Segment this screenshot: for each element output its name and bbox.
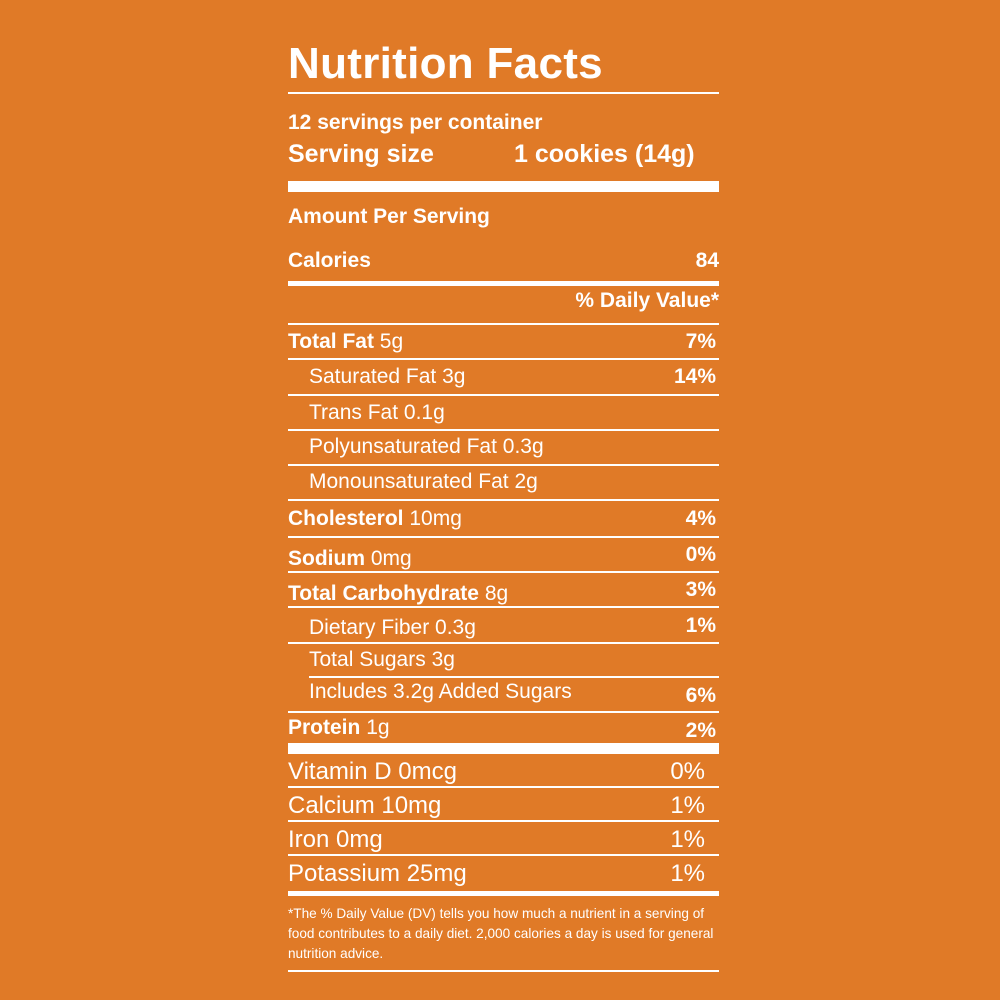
divider xyxy=(288,786,719,788)
nutrient-name: Monounsaturated Fat 2g xyxy=(309,470,538,493)
daily-value-header: % Daily Value* xyxy=(575,289,719,312)
nutrient-name: Sodium xyxy=(288,547,365,570)
vitamin-name: Calcium 10mg xyxy=(288,792,442,819)
divider xyxy=(288,854,719,856)
nutrient-name: Trans Fat 0.1g xyxy=(309,401,445,424)
nutrient-dv: 7% xyxy=(685,330,716,353)
daily-value-footnote: *The % Daily Value (DV) tells you how mu… xyxy=(288,906,714,961)
nutrient-amount: 0mg xyxy=(370,547,412,570)
divider xyxy=(288,820,719,822)
nutrient-amount: 5g xyxy=(379,330,404,353)
vitamin-dv: 0% xyxy=(670,758,705,785)
nutrient-dv: 14% xyxy=(673,365,716,388)
thick-divider xyxy=(288,181,719,192)
vitamin-dv: 1% xyxy=(670,826,705,853)
nutrient-name: Polyunsaturated Fat 0.3g xyxy=(309,435,544,458)
label-title: Nutrition Facts xyxy=(288,39,603,88)
nutrient-amount: 8g xyxy=(484,582,509,605)
divider xyxy=(288,642,719,644)
medium-divider xyxy=(288,281,719,286)
nutrient-name: Total Carbohydrate xyxy=(288,582,479,605)
indented-divider xyxy=(309,676,719,678)
nutrient-dv: 3% xyxy=(685,578,716,601)
nutrient-name: Cholesterol xyxy=(288,507,404,530)
divider xyxy=(288,464,719,466)
nutrient-name: Includes 3.2g Added Sugars xyxy=(309,680,572,703)
divider xyxy=(288,606,719,608)
nutrient-dv: 0% xyxy=(685,543,716,566)
divider xyxy=(288,323,719,325)
divider xyxy=(288,358,719,360)
vitamin-dv: 1% xyxy=(670,792,705,819)
nutrient-amount: 10mg xyxy=(409,507,462,530)
vitamin-name: Vitamin D 0mcg xyxy=(288,758,457,785)
nutrient-name: Saturated Fat 3g xyxy=(309,365,466,388)
vitamin-dv: 1% xyxy=(670,860,705,887)
divider xyxy=(288,571,719,573)
serving-size-value: 1 cookies (14g) xyxy=(514,140,695,168)
nutrient-name: Total Sugars 3g xyxy=(309,648,455,671)
medium-divider xyxy=(288,891,719,896)
nutrient-name: Dietary Fiber 0.3g xyxy=(309,616,476,639)
nutrient-dv: 2% xyxy=(685,719,716,742)
amount-per-serving: Amount Per Serving xyxy=(288,205,490,228)
calories-label: Calories xyxy=(288,249,371,272)
divider xyxy=(288,711,719,713)
nutrition-facts-label: Nutrition Facts 12 servings per containe… xyxy=(288,0,719,1000)
divider xyxy=(288,970,719,972)
servings-per-container: 12 servings per container xyxy=(288,111,543,134)
nutrient-name: Protein xyxy=(288,716,361,739)
nutrient-amount: 1g xyxy=(366,716,390,739)
divider xyxy=(288,429,719,431)
divider xyxy=(288,92,719,94)
thick-divider xyxy=(288,743,719,754)
divider xyxy=(288,394,719,396)
nutrient-dv: 4% xyxy=(685,507,716,530)
serving-size-label: Serving size xyxy=(288,140,434,168)
divider xyxy=(288,499,719,501)
nutrient-dv: 6% xyxy=(685,684,716,707)
calories-value: 84 xyxy=(695,249,719,272)
vitamin-name: Potassium 25mg xyxy=(288,860,467,887)
nutrient-name: Total Fat xyxy=(288,330,374,353)
nutrient-dv: 1% xyxy=(685,614,716,637)
vitamin-name: Iron 0mg xyxy=(288,826,383,853)
divider xyxy=(288,536,719,538)
